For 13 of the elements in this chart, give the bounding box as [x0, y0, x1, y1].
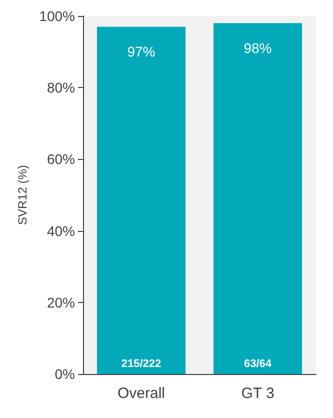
x-tick-label: Overall: [117, 385, 166, 402]
annotation: 63/64: [244, 358, 272, 370]
y-tick-label: 40%: [46, 222, 75, 239]
y-axis-title: SVR12 (%): [15, 164, 30, 226]
y-tick-label: 80%: [46, 80, 75, 96]
y-tick-label: 60%: [46, 151, 75, 168]
y-tick-label: 100%: [39, 8, 75, 24]
y-tick-label: 0%: [54, 366, 75, 382]
annotation: 215/222: [121, 358, 162, 370]
x-tick-label: GT 3: [241, 385, 274, 402]
data-label: 97%: [127, 44, 156, 60]
data-label: 98%: [244, 40, 272, 56]
y-tick-label: 20%: [46, 294, 75, 310]
